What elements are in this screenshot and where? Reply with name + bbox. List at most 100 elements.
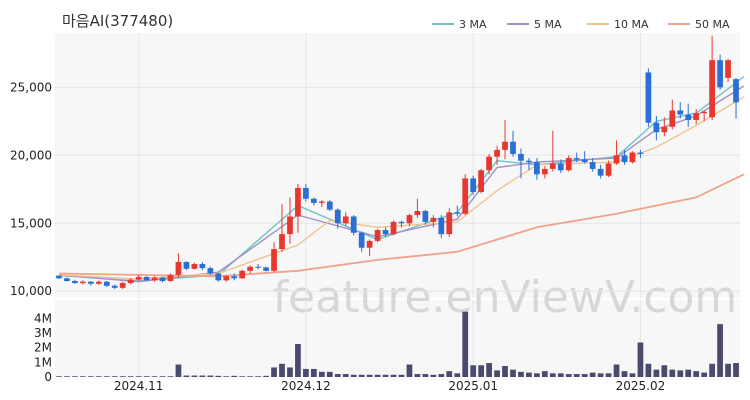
candle-body (717, 60, 723, 88)
candle-body (565, 158, 572, 171)
candle-body (693, 113, 700, 120)
candle-body (263, 267, 269, 271)
candle-body (310, 198, 317, 203)
candle-body (669, 110, 676, 127)
volume-bar (534, 373, 540, 377)
volume-bar (573, 374, 580, 377)
volume-bar (502, 365, 508, 377)
candle-body (534, 162, 540, 175)
volume-bar (247, 376, 254, 377)
volume-bar (541, 371, 548, 377)
price-tick-label: 25,000 (10, 80, 52, 94)
candle-body (605, 163, 612, 176)
candle-body (645, 72, 652, 123)
candle-body (486, 156, 492, 171)
volume-bar (605, 373, 612, 377)
volume-bar (151, 376, 158, 377)
date-tick-label: 2025.02 (616, 379, 666, 393)
volume-bar (645, 363, 652, 377)
volume-bar (342, 374, 349, 377)
candle-body (733, 79, 739, 103)
candle-body (390, 221, 397, 235)
volume-bar (629, 373, 636, 377)
volume-tick-label: 1M (34, 355, 52, 369)
candle-body (326, 201, 333, 210)
volume-bar (470, 365, 477, 377)
candle-body (183, 261, 190, 269)
candle-body (549, 163, 556, 169)
watermark: feature.enViewV.com (273, 272, 738, 323)
volume-bar (279, 363, 285, 377)
candle-body (573, 158, 580, 160)
candle-body (557, 163, 564, 171)
grid-lines (55, 33, 740, 377)
candle-body (143, 276, 150, 281)
candle-body (725, 60, 731, 78)
candle-body (422, 211, 429, 222)
candle-body (382, 230, 389, 235)
volume-bar (478, 365, 485, 377)
volume-tick-label: 4M (34, 311, 52, 325)
volume-bar (72, 376, 78, 377)
volume-tick-label: 3M (34, 326, 52, 340)
candle-body (175, 261, 182, 275)
candle-body (518, 153, 524, 161)
candle-body (80, 281, 86, 284)
candle-body (231, 276, 238, 279)
candle-body (589, 162, 596, 169)
volume-bar (526, 372, 532, 377)
volume-bar (621, 371, 628, 377)
candle-body (478, 170, 485, 192)
volume-bar (518, 371, 524, 377)
candle-body (295, 187, 301, 217)
date-tick-label: 2024.11 (114, 379, 164, 393)
candle-body (103, 281, 110, 286)
candle-body (526, 160, 532, 163)
candle-body (366, 240, 373, 248)
volume-bar (358, 374, 365, 377)
candle-body (613, 155, 620, 164)
volume-bar (486, 363, 492, 377)
candle-body (271, 249, 277, 271)
candle-body (430, 217, 437, 222)
candle-body (287, 216, 293, 235)
candle-body (223, 276, 230, 281)
candle-body (358, 232, 365, 248)
volume-bar (454, 373, 461, 377)
volume-bar (303, 368, 309, 377)
volume-bar (430, 374, 437, 377)
candle-body (72, 281, 78, 284)
volume-bar (390, 374, 397, 377)
candle-body (247, 266, 254, 271)
volume-bar (350, 374, 357, 377)
candle-body (207, 268, 214, 274)
candle-body (494, 149, 500, 157)
candle-body (661, 126, 668, 133)
candle-body (87, 281, 94, 284)
candle-body (318, 201, 325, 203)
volume-bar (295, 343, 301, 377)
volume-bar (191, 375, 198, 377)
volume-bar (175, 364, 182, 377)
candle-body (127, 279, 134, 284)
price-tick-label: 20,000 (10, 148, 52, 162)
legend-label: 3 MA (459, 18, 487, 31)
volume-bar (677, 370, 684, 377)
volume-bar (287, 367, 293, 377)
volume-bar (613, 364, 620, 377)
candle-body (701, 111, 708, 114)
volume-bar (111, 376, 118, 377)
volume-bar (64, 376, 70, 377)
volume-bars (56, 311, 739, 377)
volume-bar (589, 372, 596, 377)
volume-bar (215, 375, 222, 377)
candle-body (151, 277, 158, 281)
candle-body (342, 216, 349, 224)
candle-body (462, 178, 469, 214)
volume-bar (446, 371, 453, 377)
volume-bar (733, 363, 739, 377)
candle-body (374, 230, 381, 241)
candlesticks (56, 35, 739, 290)
volume-bar (159, 376, 166, 377)
